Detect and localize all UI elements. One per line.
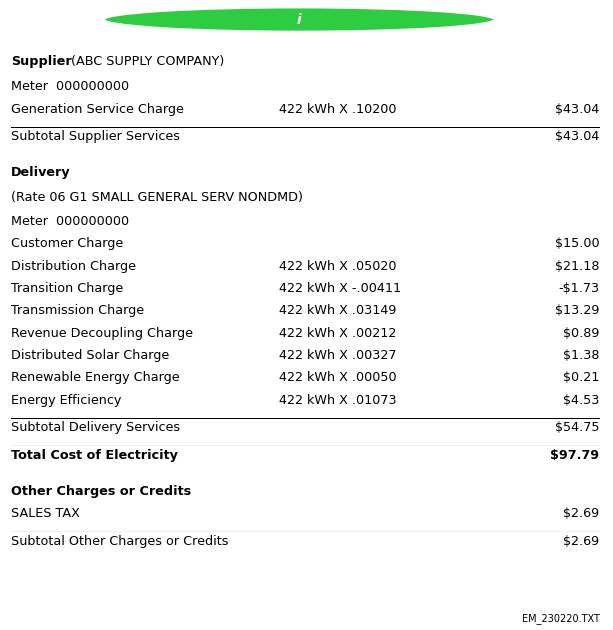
Text: Subtotal Supplier Services: Subtotal Supplier Services (11, 130, 180, 143)
Text: Subtotal Other Charges or Credits: Subtotal Other Charges or Credits (11, 534, 229, 547)
Text: $54.75: $54.75 (555, 421, 600, 434)
Text: Subtotal Delivery Services: Subtotal Delivery Services (11, 421, 180, 434)
Text: 422 kWh X .00212: 422 kWh X .00212 (279, 326, 396, 340)
Text: Delivery: Delivery (11, 166, 70, 180)
Text: Distribution Charge: Distribution Charge (11, 260, 136, 273)
Text: $13.29: $13.29 (555, 304, 600, 318)
Text: Revenue Decoupling Charge: Revenue Decoupling Charge (11, 326, 193, 340)
Text: Total Cost of Electricity: Total Cost of Electricity (11, 449, 178, 462)
Text: i: i (297, 13, 302, 26)
Text: Energy Efficiency: Energy Efficiency (11, 394, 121, 407)
Text: $1.38: $1.38 (563, 349, 600, 362)
Text: Supplier: Supplier (11, 55, 72, 68)
Text: Meter  000000000: Meter 000000000 (11, 215, 129, 228)
Text: 422 kWh X -.00411: 422 kWh X -.00411 (279, 282, 401, 295)
Circle shape (103, 7, 495, 32)
Text: EM_230220.TXT: EM_230220.TXT (522, 613, 600, 624)
Text: $43.04: $43.04 (555, 103, 600, 116)
Text: $15.00: $15.00 (555, 237, 600, 250)
Text: $2.69: $2.69 (563, 534, 600, 547)
Text: (Rate 06 G1 SMALL GENERAL SERV NONDMD): (Rate 06 G1 SMALL GENERAL SERV NONDMD) (11, 190, 303, 203)
Text: Meter  000000000: Meter 000000000 (11, 81, 129, 93)
Text: SALES TAX: SALES TAX (11, 507, 80, 520)
Text: $21.18: $21.18 (555, 260, 600, 273)
Text: Transmission Charge: Transmission Charge (11, 304, 144, 318)
Text: $97.79: $97.79 (550, 449, 600, 462)
Text: $0.21: $0.21 (563, 371, 600, 384)
Text: (ABC SUPPLY COMPANY): (ABC SUPPLY COMPANY) (67, 55, 225, 68)
Text: 422 kWh X .01073: 422 kWh X .01073 (279, 394, 397, 407)
Text: Total Charges for Electricity: Total Charges for Electricity (11, 11, 284, 28)
Text: Renewable Energy Charge: Renewable Energy Charge (11, 371, 180, 384)
Text: 422 kWh X .03149: 422 kWh X .03149 (279, 304, 396, 318)
Text: Transition Charge: Transition Charge (11, 282, 123, 295)
Text: $43.04: $43.04 (555, 130, 600, 143)
Text: -$1.73: -$1.73 (558, 282, 600, 295)
Text: Distributed Solar Charge: Distributed Solar Charge (11, 349, 169, 362)
Text: Other Charges or Credits: Other Charges or Credits (11, 484, 191, 498)
Text: $4.53: $4.53 (563, 394, 600, 407)
Text: $0.89: $0.89 (563, 326, 600, 340)
Text: 422 kWh X .05020: 422 kWh X .05020 (279, 260, 397, 273)
Text: 422 kWh X .00050: 422 kWh X .00050 (279, 371, 397, 384)
Text: 422 kWh X .00327: 422 kWh X .00327 (279, 349, 397, 362)
Text: $2.69: $2.69 (563, 507, 600, 520)
Text: 422 kWh X .10200: 422 kWh X .10200 (279, 103, 397, 116)
Text: Customer Charge: Customer Charge (11, 237, 123, 250)
Text: Generation Service Charge: Generation Service Charge (11, 103, 184, 116)
